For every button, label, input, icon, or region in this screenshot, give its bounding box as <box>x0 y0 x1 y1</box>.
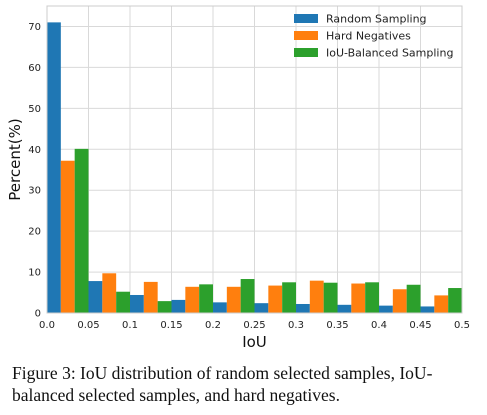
x-tick-label: 0.2 <box>205 320 221 331</box>
bar <box>392 289 407 313</box>
bar <box>116 291 130 313</box>
bar <box>47 22 61 314</box>
bar <box>157 301 172 313</box>
bar <box>60 160 75 313</box>
x-tick-label: 0.1 <box>122 320 138 331</box>
bar <box>365 282 379 313</box>
plot-frame <box>46 5 463 314</box>
bar <box>323 282 338 313</box>
y-axis-ticks: 0 10 20 30 40 50 60 70 <box>28 22 41 320</box>
bar <box>143 281 158 313</box>
x-tick-label: 0.35 <box>326 320 348 331</box>
bars <box>47 22 462 314</box>
y-tick-label: 70 <box>28 22 41 33</box>
bar <box>448 288 462 313</box>
figure-caption: Figure 3: IoU distribution of random sel… <box>12 363 433 405</box>
bar <box>171 299 186 313</box>
x-tick-label: 0.5 <box>454 320 470 331</box>
bar <box>379 305 393 313</box>
bar <box>130 294 144 313</box>
legend-label: IoU-Balanced Sampling <box>326 47 453 60</box>
x-tick-label: 0.45 <box>409 320 431 331</box>
x-tick-label: 0.15 <box>160 320 182 331</box>
bar <box>309 280 324 313</box>
bar <box>226 286 241 313</box>
y-tick-label: 10 <box>28 268 41 279</box>
x-tick-label: 0.4 <box>371 320 387 331</box>
legend-swatch <box>294 48 318 57</box>
bar <box>282 282 296 313</box>
bar <box>406 284 421 313</box>
legend: Random Sampling Hard Negatives IoU-Balance… <box>294 13 453 60</box>
iou-distribution-chart: 0.0 0.05 0.1 0.15 0.2 0.25 0.3 0.35 0.4 0.45 0.5 0… <box>6 5 470 351</box>
y-tick-label: 40 <box>28 145 41 156</box>
x-axis-label: IoU <box>242 333 267 351</box>
bar <box>434 295 449 313</box>
bar <box>420 306 435 313</box>
y-tick-label: 30 <box>28 186 41 197</box>
x-axis-ticks: 0.0 0.05 0.1 0.15 0.2 0.25 0.3 0.35 0.4 0.45 0.5 <box>39 320 470 331</box>
y-tick-label: 60 <box>28 63 41 74</box>
bar <box>351 283 366 313</box>
legend-swatch <box>294 31 318 40</box>
bar <box>199 284 213 313</box>
bar <box>102 273 117 313</box>
x-tick-label: 0.25 <box>243 320 265 331</box>
legend-label: Random Sampling <box>326 13 427 26</box>
y-axis-label: Percent(%) <box>6 118 24 200</box>
x-tick-label: 0.0 <box>39 320 55 331</box>
bar <box>185 286 200 313</box>
bar <box>268 285 283 313</box>
legend-label: Hard Negatives <box>326 30 411 43</box>
y-tick-label: 50 <box>28 104 41 115</box>
bar <box>213 302 227 313</box>
y-tick-label: 0 <box>35 309 41 320</box>
y-tick-label: 20 <box>28 227 41 238</box>
x-tick-label: 0.3 <box>288 320 304 331</box>
bar <box>296 303 310 313</box>
bar <box>240 279 255 313</box>
bar <box>88 281 103 313</box>
bar <box>74 148 89 313</box>
x-tick-label: 0.05 <box>77 320 99 331</box>
legend-swatch <box>294 14 318 23</box>
bar <box>254 303 269 313</box>
bar <box>337 304 352 313</box>
